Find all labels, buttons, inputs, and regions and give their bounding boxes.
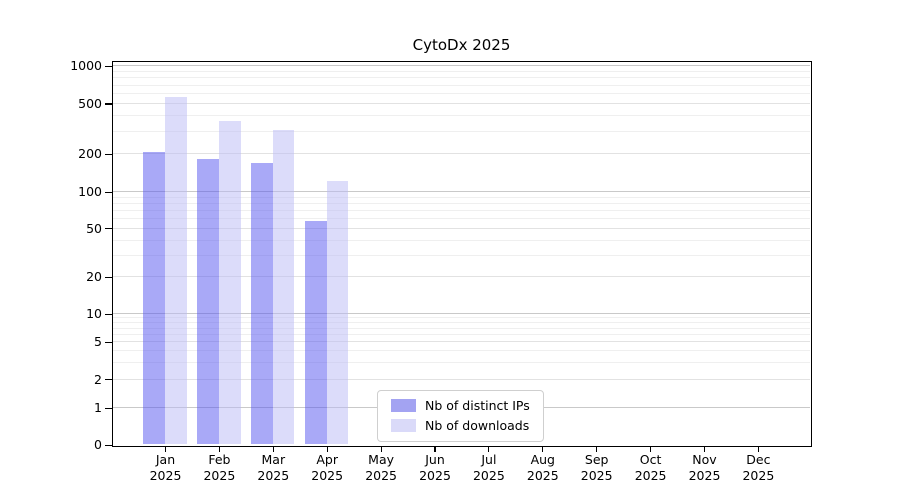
bar-downloads	[272, 129, 295, 445]
x-tick-label: Oct 2025	[634, 452, 667, 483]
x-tick-label: Jun 2025	[419, 452, 451, 483]
gridline-major	[112, 276, 810, 278]
bar-downloads	[218, 121, 241, 445]
gridline-major	[112, 102, 810, 104]
gridline-decade	[112, 313, 810, 314]
gridline-minor	[112, 70, 810, 72]
x-tick-mark	[650, 446, 652, 452]
gridline-decade	[112, 191, 810, 192]
y-tick-label: 100	[78, 184, 102, 199]
gridline-decade	[112, 65, 810, 66]
gridline-minor	[112, 115, 810, 117]
x-tick-mark	[542, 446, 544, 452]
legend-swatch-distinct-ips-icon	[391, 399, 416, 412]
legend-item-downloads: Nb of downloads	[391, 418, 530, 433]
gridline-minor	[112, 196, 810, 198]
y-tick-label: 20	[86, 269, 102, 285]
legend-label-downloads: Nb of downloads	[425, 418, 530, 433]
gridline-minor	[112, 77, 810, 79]
x-tick-mark	[380, 446, 382, 452]
x-tick-label: Jul 2025	[472, 452, 505, 483]
legend-swatch-downloads-icon	[391, 419, 416, 432]
x-tick-label: Dec 2025	[742, 452, 775, 483]
bar-downloads	[326, 180, 349, 445]
legend-item-distinct-ips: Nb of distinct IPs	[391, 398, 530, 413]
x-tick-mark	[326, 446, 328, 452]
x-tick-label: Aug 2025	[526, 452, 559, 483]
y-tick-mark	[105, 153, 112, 155]
y-tick-mark	[105, 228, 112, 230]
x-tick-label: Feb 2025	[203, 452, 236, 483]
y-tick-label: 1000	[70, 58, 102, 73]
y-tick-mark	[105, 276, 112, 278]
gridline-minor	[112, 254, 810, 256]
x-tick-mark	[757, 446, 759, 452]
y-tick-mark	[105, 444, 112, 446]
y-tick-mark	[105, 191, 112, 193]
bar-downloads	[165, 97, 187, 445]
x-tick-label: May 2025	[365, 452, 397, 483]
gridline-minor	[112, 317, 810, 319]
y-tick-label: 5	[94, 334, 102, 350]
x-tick-label: Mar 2025	[257, 452, 290, 483]
gridline-minor	[112, 322, 810, 324]
bar-distinct-ips	[197, 159, 219, 445]
y-tick-mark	[105, 379, 112, 381]
gridline-minor	[112, 84, 810, 86]
y-tick-mark	[105, 313, 112, 315]
legend-label-distinct-ips: Nb of distinct IPs	[425, 398, 530, 413]
bar-distinct-ips	[251, 163, 273, 445]
gridline-minor	[112, 350, 810, 352]
plot-area	[111, 60, 812, 447]
legend: Nb of distinct IPs Nb of downloads	[377, 390, 544, 442]
gridline-minor	[112, 202, 810, 204]
y-tick-label: 0	[94, 437, 102, 452]
y-tick-label: 10	[86, 306, 102, 321]
y-tick-label: 2	[94, 371, 102, 387]
x-tick-label: Jan 2025	[149, 452, 182, 483]
y-tick-label: 50	[86, 220, 102, 236]
x-tick-label: Nov 2025	[688, 452, 721, 483]
y-tick-label: 500	[78, 95, 102, 111]
x-tick-label: Sep 2025	[580, 452, 613, 483]
bar-distinct-ips	[305, 221, 327, 445]
gridline-minor	[112, 92, 810, 94]
gridline-minor	[112, 209, 810, 211]
x-tick-label: Apr 2025	[311, 452, 344, 483]
gridline-minor	[112, 239, 810, 241]
gridline-major	[112, 227, 810, 229]
chart-title: CytoDx 2025	[412, 36, 511, 54]
gridline-minor	[112, 130, 810, 132]
gridline-minor	[112, 333, 810, 335]
gridline-minor	[112, 362, 810, 364]
x-tick-mark	[272, 446, 274, 452]
x-tick-mark	[703, 446, 706, 452]
x-tick-mark	[218, 446, 220, 452]
gridline-major	[112, 341, 810, 343]
x-tick-mark	[164, 446, 167, 452]
x-tick-mark	[434, 446, 436, 452]
y-tick-mark	[105, 65, 112, 67]
y-tick-mark	[105, 341, 112, 343]
y-tick-mark	[105, 407, 112, 409]
x-tick-mark	[488, 446, 490, 452]
gridline-major	[112, 153, 810, 155]
x-tick-mark	[596, 446, 598, 452]
gridline-minor	[112, 218, 810, 220]
gridline-minor	[112, 327, 810, 329]
bar-distinct-ips	[143, 152, 165, 445]
gridline-major	[112, 378, 810, 380]
y-tick-label: 200	[78, 146, 102, 162]
y-tick-label: 1	[94, 400, 102, 415]
y-tick-mark	[105, 103, 112, 105]
